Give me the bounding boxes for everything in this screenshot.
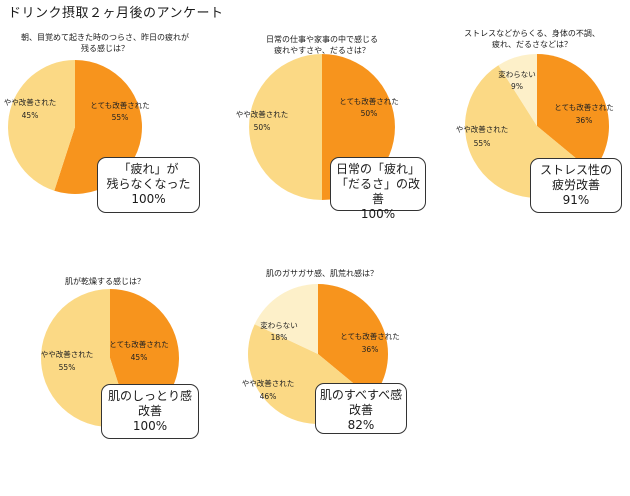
chart-panel-1: 朝、目覚めて起きた時のつらさ、昨日の疲れが 残る感じは？ とても改善された 55% や… (4, 32, 205, 252)
chart-title: 日常の仕事や家事の中で感じる 疲れやすさや、だるさは？ (266, 35, 378, 55)
slice-percent: 46% (260, 392, 277, 401)
slice-percent: 50% (361, 109, 378, 118)
summary-callout: ストレス性の 疲労改善 91% (530, 158, 622, 213)
pie-slice (537, 54, 609, 172)
slice-percent: 45% (22, 111, 39, 120)
slice-label: とても改善された (340, 331, 399, 341)
slice-percent: 50% (254, 123, 271, 132)
chart-panel-2: 日常の仕事や家事の中で感じる 疲れやすさや、だるさは？ とても改善された 50% やや… (222, 34, 426, 254)
chart-title: 肌が乾燥する感じは？ (65, 277, 145, 286)
slice-label: やや改善された (242, 378, 295, 388)
chart-title: 朝、目覚めて起きた時のつらさ、昨日の疲れが 残る感じは？ (21, 33, 189, 53)
pie-chart: とても改善された 36% やや改善された 46% 変わらない 18% (242, 284, 400, 425)
pie-chart: とても改善された 45% やや改善された 55% (41, 289, 179, 427)
slice-percent: 55% (474, 139, 491, 148)
chart-panel-5: 肌のガサガサ感、肌荒れ感は？ とても改善された 36% やや改善された 46% 変わらない… (222, 268, 422, 488)
pie-slice (318, 284, 388, 399)
slice-label: やや改善された (4, 97, 57, 107)
slice-percent: 55% (59, 363, 76, 372)
pie-slice (254, 284, 318, 354)
summary-callout: 「疲れ」が 残らなくなった 100% (97, 157, 200, 213)
slice-label: とても改善された (554, 102, 613, 112)
slice-label: やや改善された (236, 109, 289, 119)
pie-slice (498, 54, 537, 126)
pie-slice (8, 60, 76, 191)
summary-callout: 肌のすべすべ感 改善 82% (315, 383, 407, 434)
slice-percent: 9% (511, 82, 523, 91)
chart-panel-4: 肌が乾燥する感じは？ とても改善された 45% やや改善された 55% 肌のしっとり感 改… (5, 276, 205, 496)
summary-callout: 肌のしっとり感 改善 100% (101, 384, 199, 439)
chart-panel-3: ストレスなどからくる、身体の不調、 疲れ、だるさなどは？ とても改善された 36% や… (432, 28, 630, 248)
slice-label: とても改善された (339, 96, 398, 106)
slice-percent: 36% (576, 116, 593, 125)
chart-title: ストレスなどからくる、身体の不調、 疲れ、だるさなどは？ (464, 29, 600, 49)
slice-percent: 36% (362, 345, 379, 354)
slice-label: やや改善された (456, 124, 509, 134)
slice-percent: 45% (131, 353, 148, 362)
slice-label: とても改善された (90, 100, 149, 110)
page-title: ドリンク摂取２ヶ月後のアンケート (8, 6, 224, 21)
summary-callout: 日常の「疲れ」 「だるさ」の改善 100% (330, 157, 426, 221)
pie-chart: とても改善された 50% やや改善された 50% (236, 54, 399, 200)
slice-label: 変わらない (498, 69, 536, 79)
slice-label: とても改善された (109, 339, 168, 349)
pie-slice (249, 54, 322, 200)
chart-title: 肌のガサガサ感、肌荒れ感は？ (266, 269, 378, 278)
slice-label: やや改善された (41, 349, 94, 359)
slice-percent: 18% (271, 333, 288, 342)
slice-percent: 55% (112, 113, 129, 122)
slice-label: 変わらない (260, 320, 298, 330)
